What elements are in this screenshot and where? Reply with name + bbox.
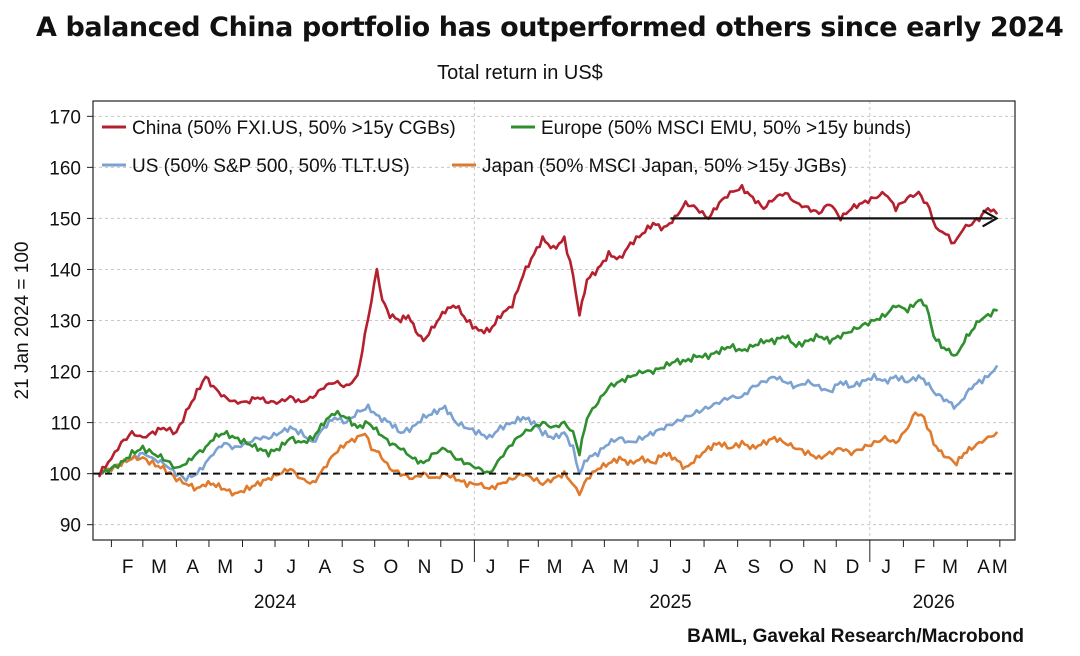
flat-arrow-head xyxy=(982,209,999,228)
x-year-label: 2024 xyxy=(254,592,297,613)
y-tick-label: 100 xyxy=(49,465,81,486)
source-note: BAML, Gavekal Research/Macrobond xyxy=(687,626,1024,647)
y-tick-label: 160 xyxy=(49,158,81,179)
legend-label-us: US (50% S&P 500, 50% TLT.US) xyxy=(132,156,410,177)
x-tick-label: M xyxy=(942,557,958,578)
legend: China (50% FXI.US, 50% >15y CGBs) Europe … xyxy=(102,118,911,177)
y-tick-label: 140 xyxy=(49,260,81,281)
series-line-europe xyxy=(98,298,998,476)
y-tick-label: 120 xyxy=(49,363,81,384)
x-tick-label: A xyxy=(977,557,990,578)
x-year-label: 2026 xyxy=(913,592,955,613)
x-tick-label: A xyxy=(319,557,332,578)
x-tick-label: J xyxy=(881,557,891,578)
x-tick-label: J xyxy=(254,557,264,578)
x-tick-label: M xyxy=(547,557,563,578)
x-tick-label: J xyxy=(649,557,659,578)
y-axis-label: 21 Jan 2024 = 100 xyxy=(12,242,33,400)
series-line-china xyxy=(98,183,998,478)
legend-label-japan: Japan (50% MSCI Japan, 50% >15y JGBs) xyxy=(482,156,847,177)
x-tick-label: N xyxy=(418,557,432,578)
annotations xyxy=(93,209,1015,475)
y-tick-label: 110 xyxy=(51,414,81,435)
y-tick-label: 130 xyxy=(49,312,81,333)
y-tick-label: 90 xyxy=(60,516,81,537)
y-tick-label: 150 xyxy=(49,209,81,230)
x-tick-label: F xyxy=(914,557,926,578)
x-tick-label: M xyxy=(151,557,167,578)
chart-title: A balanced China portfolio has outperfor… xyxy=(36,12,1064,43)
x-tick-label: D xyxy=(450,557,464,578)
x-tick-label: N xyxy=(813,557,827,578)
x-year-label: 2025 xyxy=(649,592,691,613)
chart-subtitle: Total return in US$ xyxy=(437,62,603,84)
x-tick-label: J xyxy=(287,557,297,578)
x-tick-label: A xyxy=(582,557,595,578)
x-tick-label: F xyxy=(518,557,530,578)
x-tick-label: F xyxy=(122,557,134,578)
x-tick-label: O xyxy=(779,557,794,578)
x-tick-label: S xyxy=(352,557,365,578)
x-tick-label: J xyxy=(682,557,692,578)
y-tick-label: 170 xyxy=(49,107,81,128)
series-line-japan xyxy=(98,411,998,497)
series-lines xyxy=(98,183,998,497)
plot-frame xyxy=(92,100,1016,541)
x-tick-label: M xyxy=(992,557,1008,578)
x-tick-label: O xyxy=(384,557,399,578)
series-line-us xyxy=(98,365,998,483)
x-tick-label: S xyxy=(748,557,761,578)
x-tick-label: M xyxy=(217,557,233,578)
x-tick-label: M xyxy=(613,557,629,578)
legend-label-europe: Europe (50% MSCI EMU, 50% >15y bunds) xyxy=(541,118,911,139)
x-tick-label: D xyxy=(846,557,860,578)
x-tick-label: A xyxy=(714,557,727,578)
legend-label-china: China (50% FXI.US, 50% >15y CGBs) xyxy=(132,118,456,139)
x-tick-label: J xyxy=(486,557,496,578)
x-tick-label: A xyxy=(186,557,199,578)
axes: 90 100 110 120 130 140 150 160 170 21 Jan 2024 = … xyxy=(12,107,1008,613)
